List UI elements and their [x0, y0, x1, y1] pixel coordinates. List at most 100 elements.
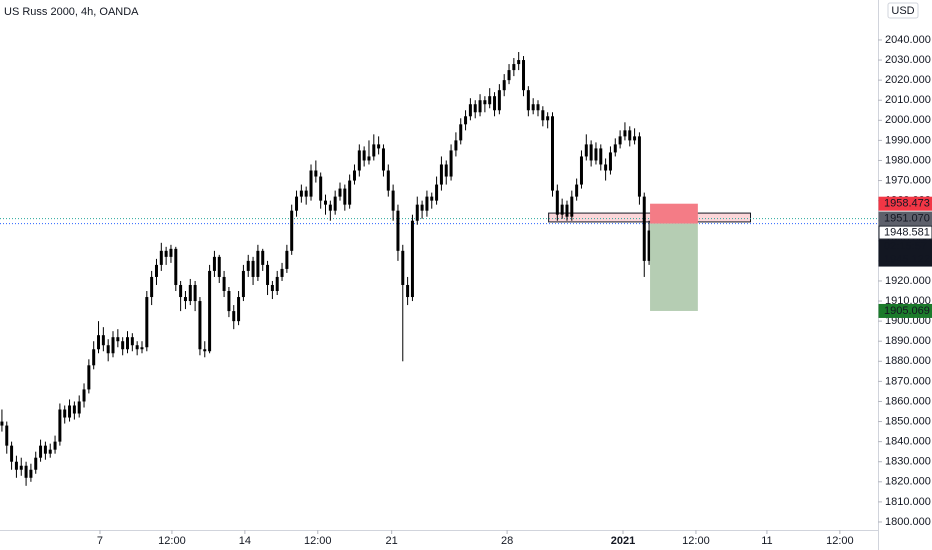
- candle-body: [145, 297, 149, 348]
- candle-body: [106, 345, 110, 354]
- candle-body: [130, 337, 134, 346]
- candle-body: [183, 297, 187, 302]
- candle-body: [594, 148, 598, 161]
- y-tick-label: 1990.000: [885, 134, 931, 146]
- price-tag-label: 1951.070: [884, 212, 930, 224]
- candle-body: [154, 264, 158, 277]
- candle-body: [0, 421, 4, 426]
- y-tick-label: 2000.000: [885, 114, 931, 126]
- candle-body: [522, 60, 526, 91]
- candle-body: [319, 176, 323, 201]
- candle-body: [5, 425, 9, 446]
- candle-body: [386, 170, 390, 191]
- price-tag-label: 1905.069: [884, 305, 930, 317]
- y-tick-label: 1970.000: [885, 174, 931, 186]
- candle-body: [121, 341, 125, 350]
- candle-body: [613, 144, 617, 153]
- target-zone: [650, 223, 698, 311]
- candle-body: [493, 96, 497, 111]
- candle-body: [454, 140, 458, 151]
- candle-body: [58, 409, 62, 442]
- candle-body: [541, 110, 545, 121]
- candle-body: [126, 337, 129, 350]
- y-tick-label: 2020.000: [885, 74, 931, 86]
- candle-body: [565, 204, 569, 217]
- x-tick-label: 28: [501, 535, 513, 547]
- candle-body: [10, 445, 14, 462]
- candle-body: [48, 449, 52, 454]
- candle-body: [430, 196, 434, 201]
- x-tick-label: 14: [239, 535, 251, 547]
- candle-body: [328, 204, 332, 211]
- candle-body: [304, 190, 308, 197]
- candle-body: [381, 148, 385, 171]
- candle-body: [550, 116, 554, 191]
- y-tick-label: 2030.000: [885, 54, 931, 66]
- candle-body: [352, 170, 356, 181]
- candle-body: [449, 150, 453, 177]
- candle-body: [34, 457, 38, 470]
- candle-body: [633, 136, 637, 141]
- y-tick-label: 1850.000: [885, 415, 931, 427]
- candle-body: [444, 164, 448, 177]
- candle-body: [555, 190, 559, 215]
- candle-body: [198, 301, 202, 350]
- candle-body: [212, 256, 216, 271]
- x-tick-label: 12:00: [304, 535, 332, 547]
- candle-body: [237, 297, 241, 322]
- price-tag: [878, 303, 932, 318]
- candle-body: [256, 250, 260, 277]
- candle-body: [285, 250, 289, 269]
- countdown: 02:15:57: [884, 240, 927, 252]
- candle-body: [72, 405, 76, 414]
- y-tick-label: 1980.000: [885, 154, 931, 166]
- candle-body: [628, 130, 632, 141]
- candle-body: [435, 184, 439, 201]
- candle-body: [604, 164, 608, 171]
- candle-body: [396, 210, 400, 251]
- candle-body: [97, 335, 101, 350]
- candle-body: [546, 116, 550, 121]
- x-tick-label: 7: [97, 535, 103, 547]
- candle-body: [526, 90, 530, 111]
- candle-body: [179, 284, 183, 298]
- candle-body: [92, 349, 96, 366]
- candle-body: [169, 248, 173, 257]
- candle-body: [208, 270, 212, 352]
- price-tag: [878, 211, 932, 226]
- x-tick-label: 21: [386, 535, 398, 547]
- x-tick-label: 2021: [611, 535, 635, 547]
- x-tick-label: 12:00: [158, 535, 186, 547]
- candle-body: [87, 365, 91, 390]
- y-tick-label: 1820.000: [885, 476, 931, 488]
- candle-body: [111, 337, 115, 354]
- y-tick-label: 2010.000: [885, 94, 931, 106]
- candle-body: [391, 190, 395, 211]
- candle-body: [488, 96, 492, 105]
- y-tick-label: 1810.000: [885, 496, 931, 508]
- candle-body: [251, 260, 255, 277]
- y-tick-label: 1800.000: [885, 516, 931, 528]
- y-tick-label: 1880.000: [885, 355, 931, 367]
- candle-body: [295, 196, 299, 211]
- candle-body: [241, 270, 245, 298]
- candle-body: [377, 144, 381, 149]
- candle-body: [43, 445, 47, 454]
- candle-body: [68, 405, 72, 418]
- candle-body: [14, 461, 18, 470]
- candle-body: [608, 152, 612, 171]
- zone: [548, 212, 752, 223]
- candle-body: [589, 144, 593, 161]
- candle-body: [415, 204, 419, 221]
- candle-body: [275, 276, 279, 292]
- candle-body: [536, 104, 540, 111]
- candle-body: [642, 196, 646, 261]
- candle-body: [357, 150, 361, 171]
- candle-body: [406, 284, 410, 298]
- candle-body: [343, 188, 347, 205]
- y-tick-label: 2040.000: [885, 34, 931, 46]
- candle-body: [280, 268, 284, 277]
- candle-body: [53, 441, 57, 450]
